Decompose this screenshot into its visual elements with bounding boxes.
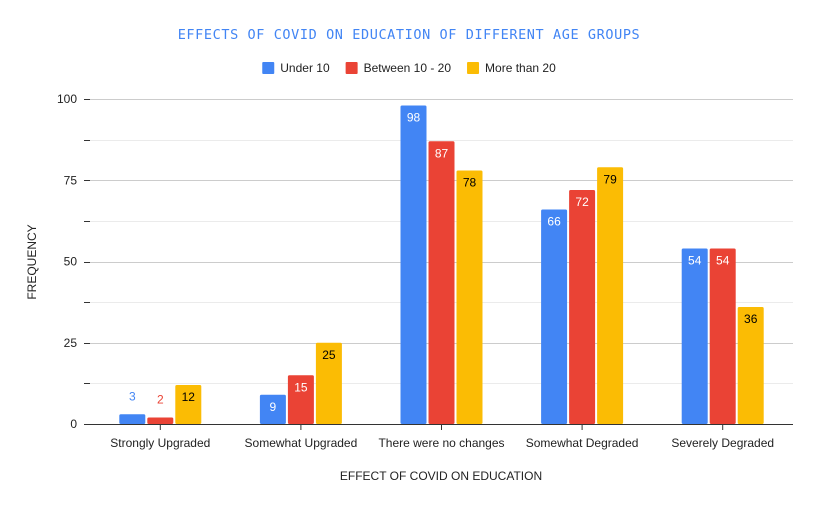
bar: [259, 394, 286, 424]
x-axis-title: EFFECT OF COVID ON EDUCATION: [340, 469, 542, 483]
legend-label: Under 10: [280, 61, 330, 75]
data-label: 98: [407, 111, 421, 125]
legend-label: Between 10 - 20: [364, 61, 452, 75]
bar: [709, 248, 736, 424]
bars: 3 2 12 9 15 25 98 87 78 66 72 79 54 54 36: [119, 105, 764, 424]
data-label: 36: [744, 312, 758, 326]
y-tick-label: 25: [64, 336, 78, 350]
data-label: 72: [575, 195, 589, 209]
x-axis-ticks: Strongly Upgraded Somewhat Upgraded There …: [110, 424, 774, 450]
legend-swatch: [467, 62, 480, 74]
bar: [681, 248, 708, 424]
x-tick-label: Severely Degraded: [671, 436, 774, 450]
x-tick-label: Somewhat Degraded: [526, 436, 639, 450]
y-tick-label: 0: [70, 417, 77, 431]
bar: [400, 105, 427, 424]
x-tick-label: There were no changes: [378, 436, 504, 450]
legend-swatch: [345, 62, 358, 74]
y-tick-label: 75: [64, 173, 78, 187]
data-label: 25: [322, 348, 336, 362]
x-tick-label: Somewhat Upgraded: [245, 436, 358, 450]
y-tick-label: 100: [57, 92, 77, 106]
y-axis-title: FREQUENCY: [25, 224, 39, 299]
data-label: 15: [294, 380, 308, 394]
bar: [315, 342, 342, 424]
bar: [456, 170, 483, 424]
bar: [119, 414, 146, 424]
bar: [541, 209, 568, 424]
bar: [175, 385, 202, 424]
data-label: 9: [270, 400, 277, 414]
data-label: 78: [463, 176, 477, 190]
chart-title: EFFECTS OF COVID ON EDUCATION OF DIFFERE…: [178, 27, 641, 43]
legend-label: More than 20: [485, 61, 556, 75]
data-label: 2: [157, 393, 164, 407]
legend-swatch: [262, 62, 275, 74]
data-label: 87: [435, 146, 449, 160]
bar: [147, 417, 174, 424]
bar: [597, 167, 624, 424]
y-tick-label: 50: [64, 255, 78, 269]
y-axis-ticks: 0 25 50 75 100: [57, 92, 90, 431]
x-tick-label: Strongly Upgraded: [110, 436, 210, 450]
legend: Under 10 Between 10 - 20 More than 20: [262, 61, 556, 75]
data-label: 54: [716, 254, 730, 268]
bar: [569, 190, 596, 424]
data-label: 79: [603, 172, 617, 186]
data-label: 12: [182, 390, 196, 404]
data-label: 54: [688, 254, 702, 268]
bar: [287, 375, 314, 424]
bar: [428, 141, 455, 424]
data-label: 66: [547, 215, 561, 229]
data-label: 3: [129, 389, 136, 403]
bar: [737, 307, 764, 424]
